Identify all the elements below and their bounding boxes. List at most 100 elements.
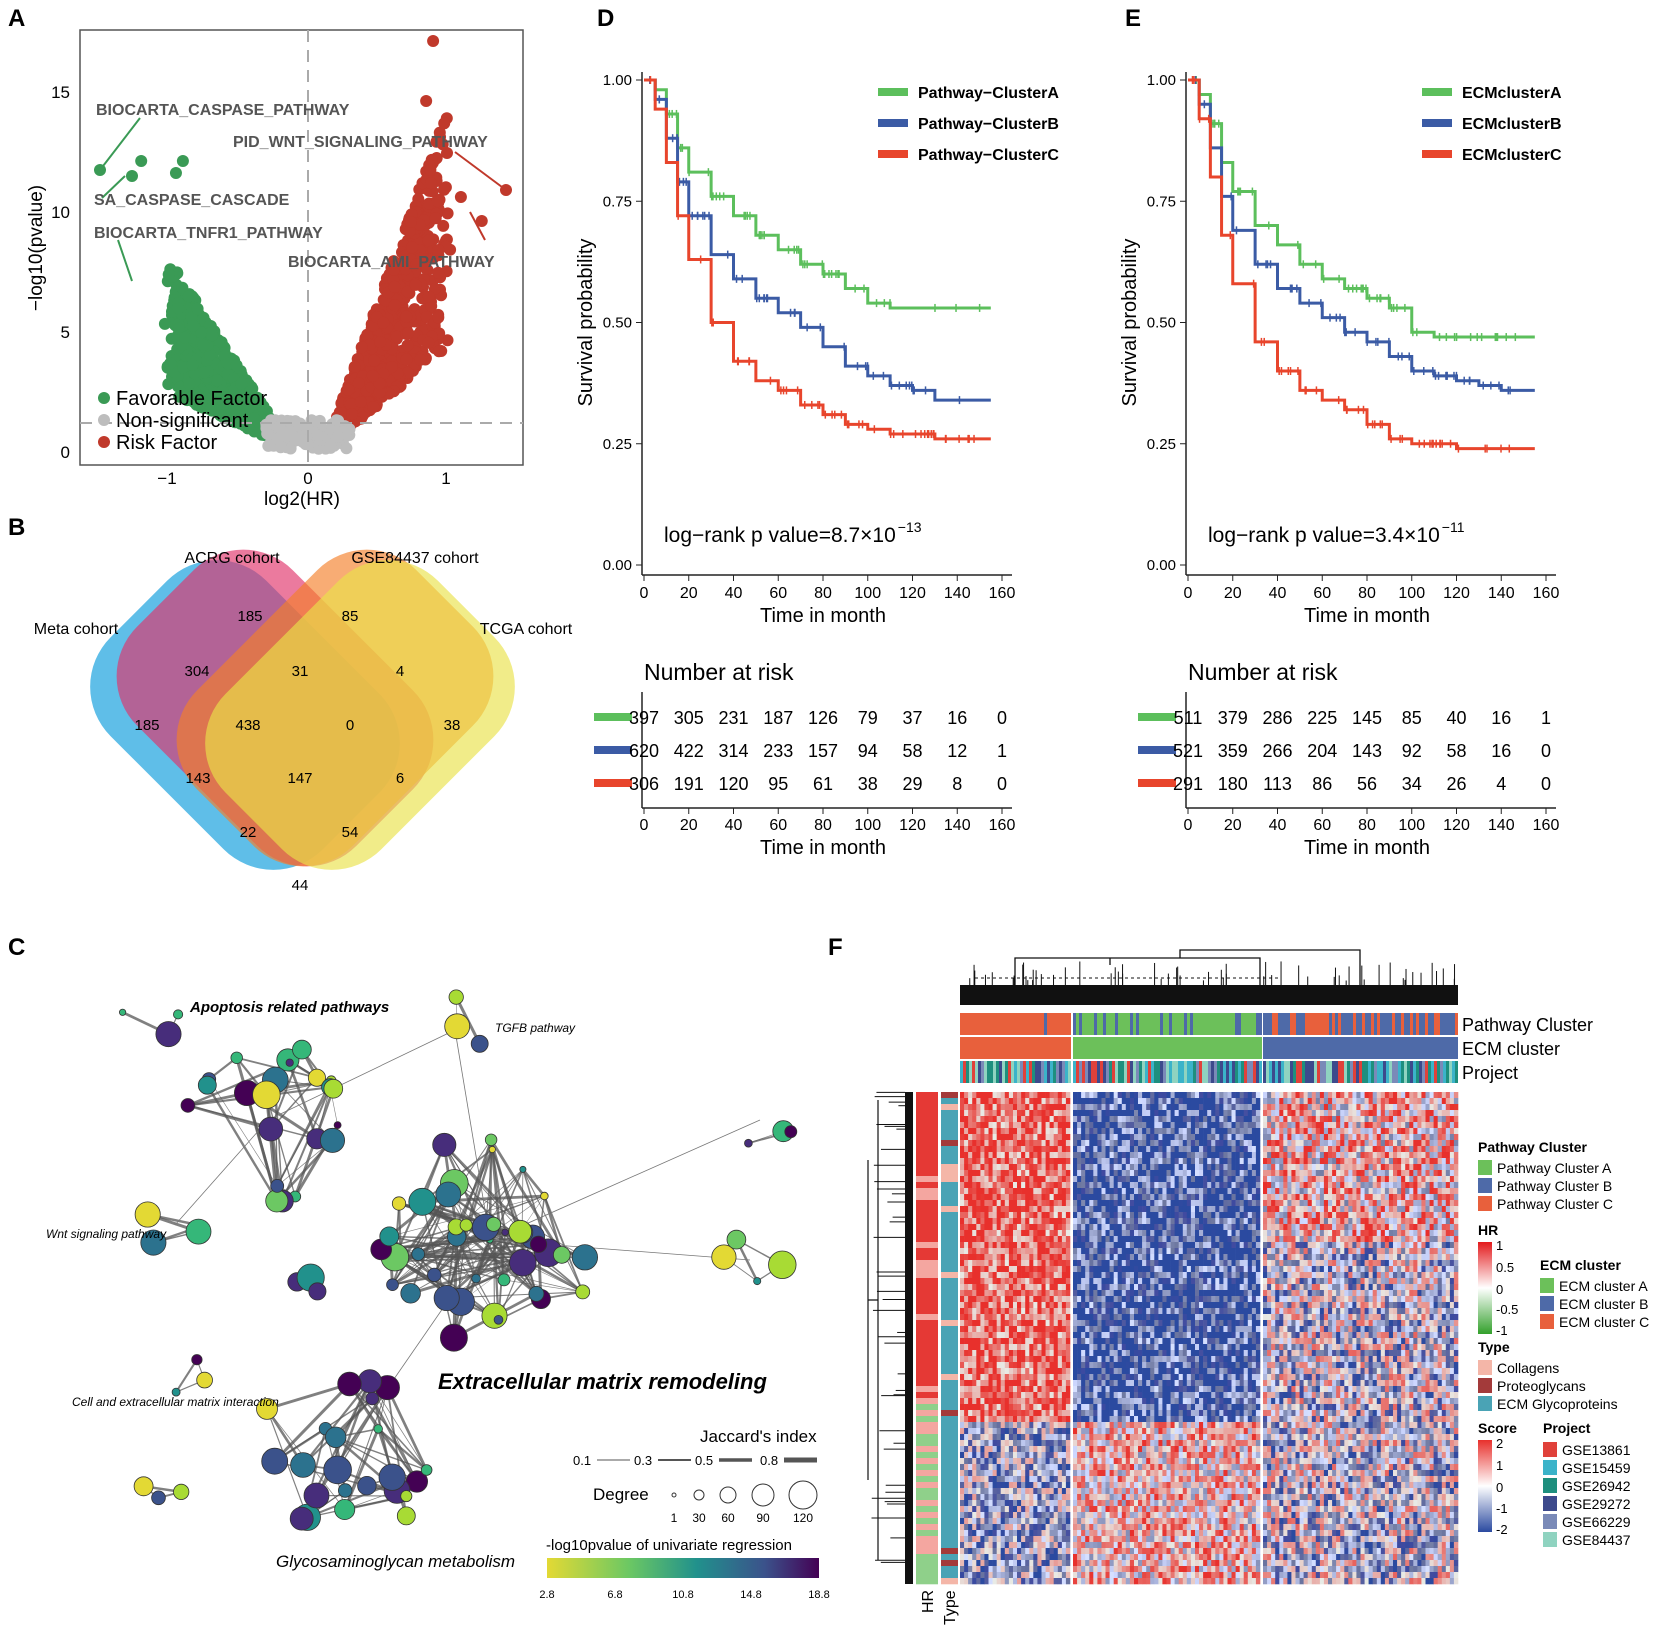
heatmap-cell (1061, 1458, 1067, 1465)
heatmap-cell (964, 1500, 969, 1507)
heatmap-cell (1025, 1416, 1030, 1423)
heatmap-cell (976, 1494, 981, 1501)
heatmap-cell (984, 1524, 989, 1531)
heatmap-cell (1057, 1392, 1063, 1399)
heatmap-cell (1000, 1482, 1006, 1489)
heatmap-cell (1017, 1308, 1022, 1315)
heatmap-cell (1000, 1440, 1006, 1447)
heatmap-cell (984, 1170, 989, 1177)
heatmap-cell (1004, 1518, 1010, 1525)
heatmap-cell (1049, 1422, 1054, 1429)
heatmap-cell (1008, 1128, 1014, 1135)
heatmap-cell (980, 1356, 985, 1363)
network-node (308, 1282, 327, 1301)
heatmap-cell (980, 1284, 985, 1291)
heatmap-cell (1065, 1176, 1071, 1183)
heatmap-cell (1053, 1170, 1059, 1177)
annot-pathway-cell (1407, 1013, 1410, 1035)
heatmap-cell (996, 1524, 1002, 1531)
heatmap-cell (1004, 1404, 1010, 1411)
heatmap-cell (1045, 1320, 1050, 1327)
heatmap-cell (1017, 1188, 1022, 1195)
heatmap-cell (976, 1200, 981, 1207)
heatmap-cell (980, 1464, 985, 1471)
risk-value: 204 (1307, 741, 1337, 761)
heatmap-cell (972, 1368, 977, 1375)
annot-project-cell (1296, 1061, 1299, 1083)
annot-ecm-cell (978, 1037, 981, 1059)
heatmap-cell (1037, 1362, 1042, 1369)
annot-pathway-cell (1314, 1013, 1317, 1035)
heatmap-cell (972, 1230, 977, 1237)
heatmap-cell (1000, 1266, 1006, 1273)
heatmap-cell (1021, 1338, 1026, 1345)
heatmap-cell (960, 1296, 965, 1303)
heatmap-cell (1033, 1428, 1038, 1435)
heatmap-cell (960, 1260, 965, 1267)
heatmap-cell (1025, 1374, 1030, 1381)
km-xtick-label: 40 (725, 585, 743, 602)
heatmap-cell (980, 1440, 985, 1447)
heatmap-cell (988, 1476, 993, 1483)
heatmap-cell (1053, 1116, 1059, 1123)
annot-pathway-cell (1247, 1013, 1250, 1035)
heatmap-cell (992, 1440, 997, 1447)
annot-project-cell (1284, 1061, 1287, 1083)
annot-ecm-cell (1056, 1037, 1059, 1059)
heatmap-cell (996, 1368, 1002, 1375)
heatmap-cell (988, 1374, 993, 1381)
heatmap-cell (1045, 1368, 1050, 1375)
heatmap-cell (1029, 1362, 1034, 1369)
heatmap-cell (988, 1344, 993, 1351)
volcano-point-favorable (186, 358, 199, 371)
heatmap-cell (1053, 1512, 1059, 1519)
legend-nonsig-dot (98, 414, 110, 426)
network-node (432, 1132, 457, 1157)
annot-project-cell (1082, 1061, 1085, 1083)
heatmap-cell (972, 1284, 977, 1291)
heatmap-cell (1008, 1320, 1014, 1327)
km-ytick-label: 0.00 (603, 557, 632, 574)
heatmap-cell (1065, 1512, 1071, 1519)
heatmap-cell (972, 1134, 977, 1141)
heatmap-cell (1021, 1488, 1026, 1495)
heatmap-cell (964, 1254, 969, 1261)
heatmap-cell (964, 1110, 969, 1117)
risk-value: 85 (1402, 708, 1422, 728)
heatmap-cell (1057, 1116, 1063, 1123)
annot-ecm-cell (1440, 1037, 1443, 1059)
heatmap-cell (972, 1440, 977, 1447)
annot-project-cell (1121, 1061, 1124, 1083)
heatmap-cell (972, 1482, 977, 1489)
heatmap-cell (1013, 1452, 1018, 1459)
km-ytick-label: 0.75 (1147, 193, 1176, 210)
heatmap-cell (1053, 1308, 1059, 1315)
heatmap-cell (964, 1194, 969, 1201)
heatmap-cell (1029, 1194, 1034, 1201)
heatmap-cell (1065, 1116, 1071, 1123)
annot-ecm-cell (1059, 1037, 1062, 1059)
heatmap-cell (1033, 1122, 1038, 1129)
heatmap-cell (1000, 1392, 1006, 1399)
annot-project-cell (1103, 1061, 1106, 1083)
annot-project-cell (1187, 1061, 1190, 1083)
heatmap-cell (976, 1230, 981, 1237)
heatmap-cell (984, 1416, 989, 1423)
annot-project-cell (1269, 1061, 1272, 1083)
heatmap-cell (1029, 1440, 1034, 1447)
annot-project-cell (1431, 1061, 1434, 1083)
annot-pathway-cell (1103, 1013, 1106, 1035)
heatmap-cell (996, 1494, 1002, 1501)
heatmap-cell (1004, 1386, 1010, 1393)
heatmap-cell (1049, 1512, 1054, 1519)
heatmap-cell (980, 1242, 985, 1249)
heatmap-cell (1004, 1116, 1010, 1123)
heatmap-cell (1033, 1314, 1038, 1321)
heatmap-cell (988, 1470, 993, 1477)
heatmap-cell (1033, 1344, 1038, 1351)
heatmap-cell (1017, 1194, 1022, 1201)
heatmap-cell (968, 1434, 973, 1441)
heatmap-cell (996, 1422, 1002, 1429)
heatmap-cell (996, 1212, 1002, 1219)
heatmap-cell (964, 1158, 969, 1165)
